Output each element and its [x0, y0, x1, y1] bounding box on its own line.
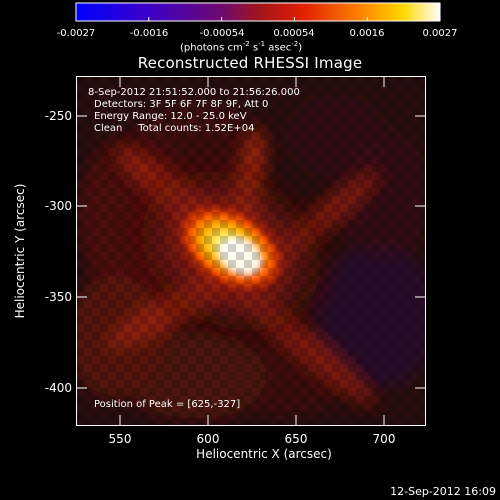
colorbar-units: (photons cm-2 s-1 asec-2) — [180, 40, 303, 54]
colorbar-tick-label: -0.00054 — [199, 28, 245, 39]
y-tick-label: -300 — [44, 199, 72, 213]
colorbar-gradient — [76, 3, 440, 21]
y-tick-label: -350 — [44, 290, 72, 304]
x-tick-label: 600 — [196, 432, 220, 446]
colorbar-tick-label: 0.0016 — [349, 28, 385, 39]
colorbar-tick-label: 0.00054 — [273, 28, 315, 39]
clean-total-counts: Clean Total counts: 1.52E+04 — [94, 123, 255, 134]
x-tick-label: 700 — [372, 432, 396, 446]
colorbar-tick-label: 0.0027 — [422, 28, 458, 39]
colorbar-tick-label: -0.0016 — [129, 28, 169, 39]
y-axis-label: Heliocentric Y (arcsec) — [13, 183, 27, 319]
x-tick-label: 550 — [108, 432, 132, 446]
x-axis-label: Heliocentric X (arcsec) — [196, 447, 332, 461]
colorbar-ticks — [75, 17, 441, 21]
time-range: 8-Sep-2012 21:51:52.000 to 21:56:26.000 — [88, 87, 300, 98]
peak-position: Position of Peak = [625,-327] — [94, 399, 241, 410]
plot-title: Reconstructed RHESSI Image — [137, 54, 363, 72]
energy-range: Energy Range: 12.0 - 25.0 keV — [94, 111, 247, 122]
footer-timestamp: 12-Sep-2012 16:09 — [390, 485, 496, 498]
colorbar — [75, 2, 441, 22]
colorbar-tick-label: -0.0027 — [56, 28, 96, 39]
y-tick-label: -400 — [44, 381, 72, 395]
x-tick-label: 650 — [284, 432, 308, 446]
detectors-info: Detectors: 3F 5F 6F 7F 8F 9F, Att 0 — [94, 99, 269, 110]
y-tick-label: -250 — [44, 109, 72, 123]
